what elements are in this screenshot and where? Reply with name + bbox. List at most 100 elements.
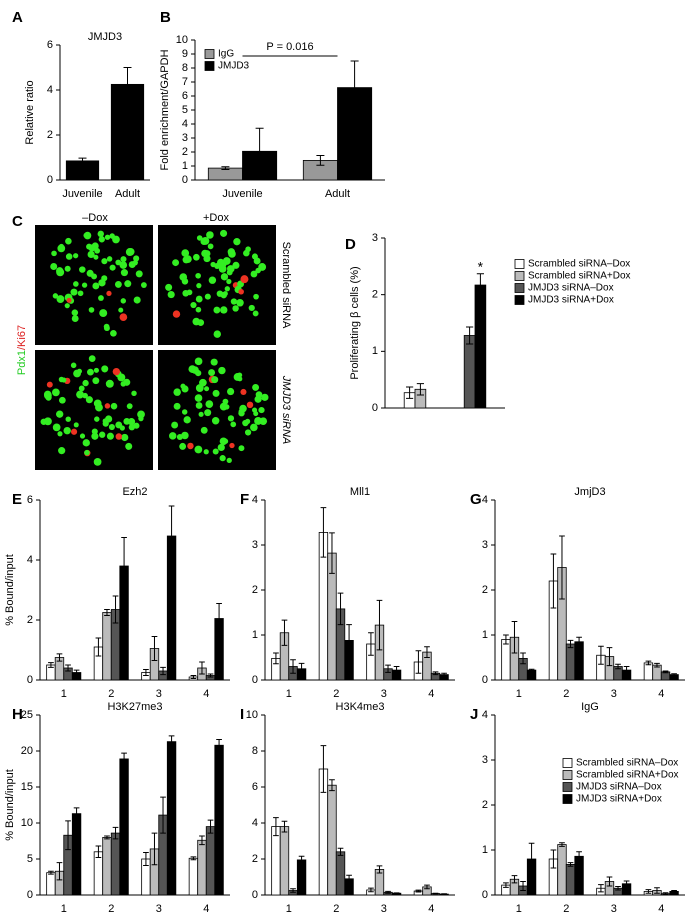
cell-nucleus: [192, 317, 201, 326]
cell-nucleus: [87, 250, 95, 259]
error-bar: [368, 887, 374, 893]
error-bar: [559, 842, 565, 847]
cell-nucleus: [64, 303, 70, 309]
cell-nucleus: [85, 396, 93, 404]
cell-nucleus: [70, 288, 78, 296]
error-bar: [415, 650, 422, 674]
cell-nucleus: [236, 298, 244, 307]
cell-nucleus: [108, 423, 115, 431]
error-bar: [645, 660, 652, 666]
x-tick-label: 2: [333, 903, 339, 915]
cell-nucleus: [93, 254, 99, 260]
cell-nucleus: [258, 263, 267, 271]
legend-swatch: [204, 61, 215, 71]
panel-letter: G: [470, 491, 482, 508]
x-tick-label: 4: [658, 903, 664, 915]
error-bar: [121, 752, 127, 766]
cell-nucleus: [65, 237, 72, 245]
cell-nucleus: [182, 256, 190, 264]
y-tick-label: 2: [482, 799, 488, 811]
error-bar: [320, 745, 327, 793]
bar: [46, 872, 56, 896]
y-tick-label: 8: [182, 62, 188, 74]
x-tick-label: 2: [333, 688, 339, 700]
cell-nucleus: [251, 407, 258, 413]
cell-nucleus: [210, 261, 216, 268]
cell-nucleus: [73, 422, 79, 428]
error-bar: [290, 888, 296, 893]
panel-letter: I: [240, 706, 244, 723]
bar: [296, 859, 307, 896]
error-bar: [190, 856, 197, 861]
legend-label: Scrambled siRNA+Dox: [576, 770, 679, 781]
cell-nucleus: [120, 269, 128, 277]
cell-nucleus: [79, 266, 86, 273]
error-bar: [281, 820, 288, 833]
cell-nucleus: [82, 392, 88, 399]
cell-nucleus: [240, 275, 249, 284]
error-bar: [112, 826, 119, 840]
x-tick-label: 4: [658, 688, 664, 700]
cell-nucleus: [227, 387, 235, 396]
error-bar: [190, 675, 197, 679]
cell-nucleus: [204, 293, 211, 300]
cell-nucleus: [212, 448, 219, 455]
cell-nucleus: [188, 365, 197, 373]
cell-nucleus: [218, 264, 227, 273]
x-tick-label: 3: [611, 903, 617, 915]
error-bar: [520, 881, 526, 891]
error-bar: [567, 862, 574, 867]
cell-nucleus: [195, 402, 203, 409]
error-bar: [598, 645, 604, 665]
cell-nucleus: [190, 301, 197, 309]
bar: [166, 741, 177, 896]
error-bar: [576, 636, 582, 647]
error-bar: [337, 847, 344, 856]
cell-nucleus: [109, 264, 116, 271]
error-bar: [346, 624, 352, 657]
legend-label: Scrambled siRNA+Dox: [528, 271, 631, 282]
cell-nucleus: [194, 445, 203, 454]
error-bar: [368, 632, 374, 656]
x-tick-label: 3: [156, 903, 162, 915]
error-bar: [623, 880, 630, 887]
error-bar: [255, 127, 264, 175]
error-bar: [56, 862, 63, 881]
cell-nucleus: [226, 278, 232, 285]
x-tick-label: 1: [516, 688, 522, 700]
cell-nucleus: [94, 247, 101, 254]
cell-nucleus: [52, 388, 60, 397]
y-axis-label: Proliferating β cells (%): [349, 266, 361, 379]
bar: [501, 639, 511, 681]
cell-nucleus: [88, 307, 95, 313]
y-tick-label: 0: [27, 674, 33, 686]
cell-nucleus: [232, 305, 239, 312]
bar: [574, 855, 584, 896]
cell-nucleus: [110, 402, 118, 410]
cell-nucleus: [110, 329, 117, 337]
cell-nucleus: [137, 410, 145, 419]
cell-nucleus: [77, 290, 84, 297]
cell-nucleus: [79, 433, 86, 439]
annotation: P = 0.016: [266, 41, 313, 53]
cell-nucleus: [73, 281, 79, 287]
legend-swatch: [562, 794, 573, 804]
cell-nucleus: [259, 417, 268, 425]
cell-nucleus: [98, 279, 106, 287]
cell-nucleus: [103, 323, 110, 330]
cell-nucleus: [140, 282, 147, 288]
bar: [93, 851, 104, 896]
error-bar: [168, 735, 175, 748]
error-bar: [424, 646, 430, 658]
panel-letter: J: [470, 706, 478, 723]
cell-nucleus: [172, 259, 180, 267]
y-tick-label: 0: [27, 889, 33, 901]
error-bar: [56, 653, 63, 662]
cell-nucleus: [183, 416, 191, 424]
bar: [197, 839, 207, 896]
bar: [205, 826, 216, 896]
cell-nucleus: [118, 307, 124, 313]
cell-nucleus: [66, 297, 72, 303]
bar: [327, 784, 337, 896]
column-label: +Dox: [203, 212, 229, 224]
